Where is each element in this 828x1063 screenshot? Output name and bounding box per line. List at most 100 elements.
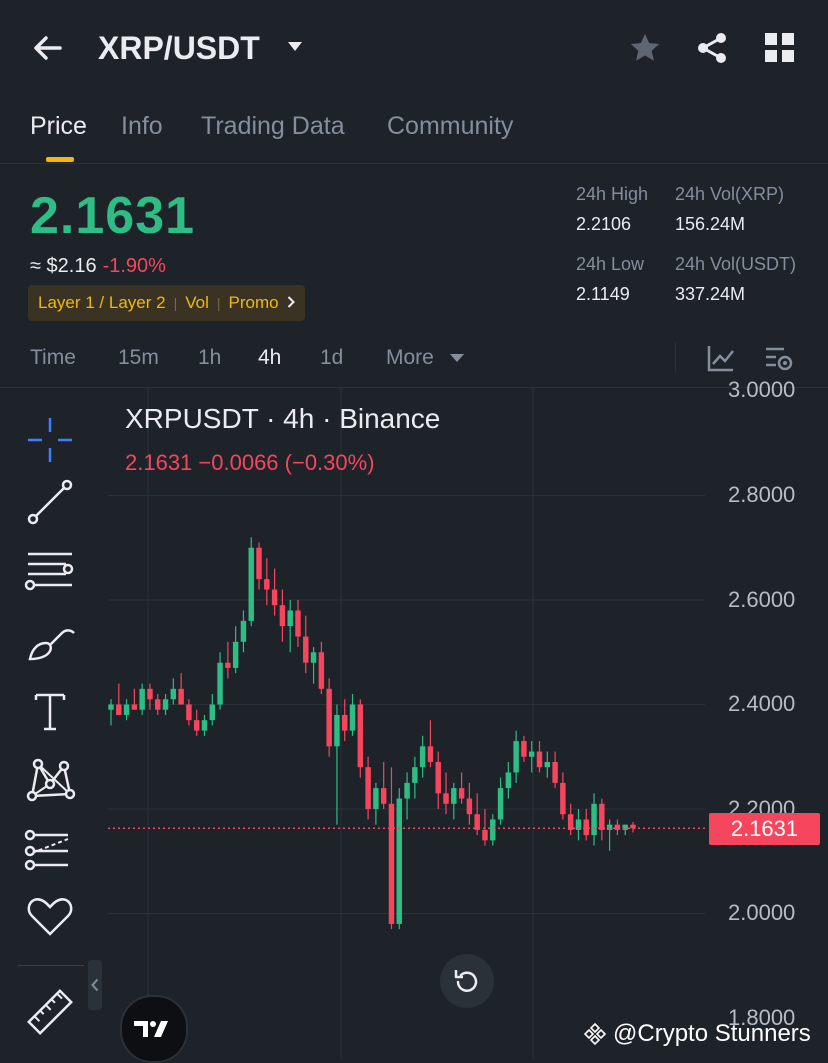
candle-body bbox=[232, 641, 239, 668]
candle-body bbox=[599, 803, 605, 830]
candle-body bbox=[451, 788, 457, 804]
text-tool-icon[interactable] bbox=[24, 685, 76, 737]
tag-promo[interactable]: Promo bbox=[228, 293, 279, 312]
indicators-icon[interactable] bbox=[706, 343, 736, 373]
reset-chart-icon[interactable] bbox=[440, 954, 494, 1008]
candle-body bbox=[419, 746, 426, 768]
candle-body bbox=[248, 547, 254, 621]
candle-body bbox=[490, 819, 496, 841]
candle-body bbox=[201, 720, 208, 731]
tf-more[interactable]: More bbox=[386, 346, 434, 369]
tf-4h[interactable]: 4h bbox=[258, 346, 282, 369]
more-caret-icon[interactable] bbox=[449, 352, 465, 364]
candle-body bbox=[287, 610, 293, 627]
candle-body bbox=[108, 704, 114, 710]
candle-body bbox=[264, 579, 270, 590]
chart-title: XRPUSDT · 4h · Binance bbox=[125, 403, 441, 434]
candle-body bbox=[412, 767, 418, 783]
candle-body bbox=[544, 761, 551, 768]
vol-usdt-value: 337.24M bbox=[675, 284, 746, 304]
caret-down-icon[interactable] bbox=[286, 40, 304, 54]
candle-body bbox=[240, 620, 247, 642]
candle-body bbox=[474, 814, 480, 830]
grid-icon[interactable] bbox=[765, 33, 795, 63]
back-arrow-icon[interactable] bbox=[30, 30, 66, 66]
candle-body bbox=[560, 782, 566, 815]
tf-15m[interactable]: 15m bbox=[118, 346, 159, 369]
candle-body bbox=[116, 704, 122, 715]
candle-body bbox=[193, 720, 200, 731]
tag-separator: | bbox=[216, 295, 221, 311]
candle-body bbox=[162, 699, 169, 710]
brush-icon[interactable] bbox=[24, 617, 76, 669]
crosshair-icon[interactable] bbox=[24, 414, 76, 466]
candle-body bbox=[536, 751, 543, 768]
y-tick-label: 2.4000 bbox=[728, 691, 796, 716]
watermark-text: @Crypto Stunners bbox=[613, 1020, 811, 1047]
low-value: 2.1149 bbox=[576, 284, 630, 304]
last-price: 2.1631 bbox=[30, 187, 196, 245]
candle-body bbox=[567, 814, 574, 830]
active-tab-indicator bbox=[46, 157, 74, 162]
candle-body bbox=[170, 688, 177, 700]
tag-vol[interactable]: Vol bbox=[185, 293, 209, 312]
forecast-icon[interactable] bbox=[24, 825, 76, 877]
candle-body bbox=[482, 829, 488, 841]
high-value: 2.2106 bbox=[576, 214, 632, 234]
fib-lines-icon[interactable] bbox=[24, 545, 76, 597]
tf-time[interactable]: Time bbox=[30, 346, 76, 369]
divider bbox=[0, 163, 828, 164]
candle-body bbox=[591, 803, 597, 836]
trend-line-icon[interactable] bbox=[24, 476, 76, 528]
share-icon[interactable] bbox=[694, 30, 730, 66]
candle-body bbox=[139, 688, 145, 710]
tag-chips[interactable]: Layer 1 / Layer 2 | Vol | Promo bbox=[28, 285, 305, 321]
candle-body bbox=[622, 824, 628, 830]
candle-body bbox=[147, 688, 153, 700]
vol-xrp-label: 24h Vol(XRP) bbox=[675, 184, 785, 204]
y-tick-label: 2.6000 bbox=[728, 587, 796, 612]
candle-body bbox=[380, 788, 387, 804]
candle-body bbox=[458, 788, 465, 799]
candle-body bbox=[466, 798, 473, 815]
candle-body bbox=[630, 824, 636, 829]
candle-body bbox=[583, 819, 589, 836]
tf-1h[interactable]: 1h bbox=[198, 346, 222, 369]
y-tick-label: 2.0000 bbox=[728, 900, 796, 925]
candle-body bbox=[521, 741, 527, 757]
tab-community[interactable]: Community bbox=[387, 112, 514, 140]
favorite-heart-icon[interactable] bbox=[24, 890, 76, 942]
tab-info[interactable]: Info bbox=[121, 112, 163, 140]
candle-body bbox=[326, 688, 332, 747]
chart-settings-icon[interactable] bbox=[764, 344, 794, 374]
candle-body bbox=[373, 788, 379, 809]
y-tick-label: 1.8000 bbox=[728, 1005, 796, 1030]
candle-body bbox=[552, 761, 558, 783]
candle-body bbox=[209, 704, 216, 721]
tab-trading-data[interactable]: Trading Data bbox=[201, 112, 345, 140]
pair-title[interactable]: XRP/USDT bbox=[98, 30, 260, 66]
candle-body bbox=[271, 589, 278, 606]
tf-1d[interactable]: 1d bbox=[320, 346, 344, 369]
candle-body bbox=[349, 704, 356, 731]
tag-layer[interactable]: Layer 1 / Layer 2 bbox=[38, 293, 166, 312]
toolbar-divider bbox=[18, 965, 84, 966]
tag-separator: | bbox=[173, 295, 178, 311]
ruler-icon[interactable] bbox=[24, 986, 76, 1038]
candle-body bbox=[357, 704, 364, 768]
tradingview-logo bbox=[120, 995, 188, 1063]
candlestick-chart[interactable] bbox=[0, 388, 828, 1059]
candle-body bbox=[178, 688, 184, 705]
change-percent: -1.90% bbox=[102, 255, 166, 277]
candle-body bbox=[186, 704, 192, 721]
collapse-toolbar-handle[interactable] bbox=[88, 960, 102, 1010]
candle-body bbox=[225, 662, 231, 668]
star-icon[interactable] bbox=[628, 31, 662, 65]
vol-xrp-value: 156.24M bbox=[675, 214, 746, 234]
tab-price[interactable]: Price bbox=[30, 112, 87, 140]
candle-body bbox=[217, 662, 223, 705]
pattern-icon[interactable] bbox=[24, 754, 76, 806]
candle-body bbox=[606, 824, 613, 830]
candle-body bbox=[256, 547, 262, 580]
candle-body bbox=[528, 751, 535, 757]
